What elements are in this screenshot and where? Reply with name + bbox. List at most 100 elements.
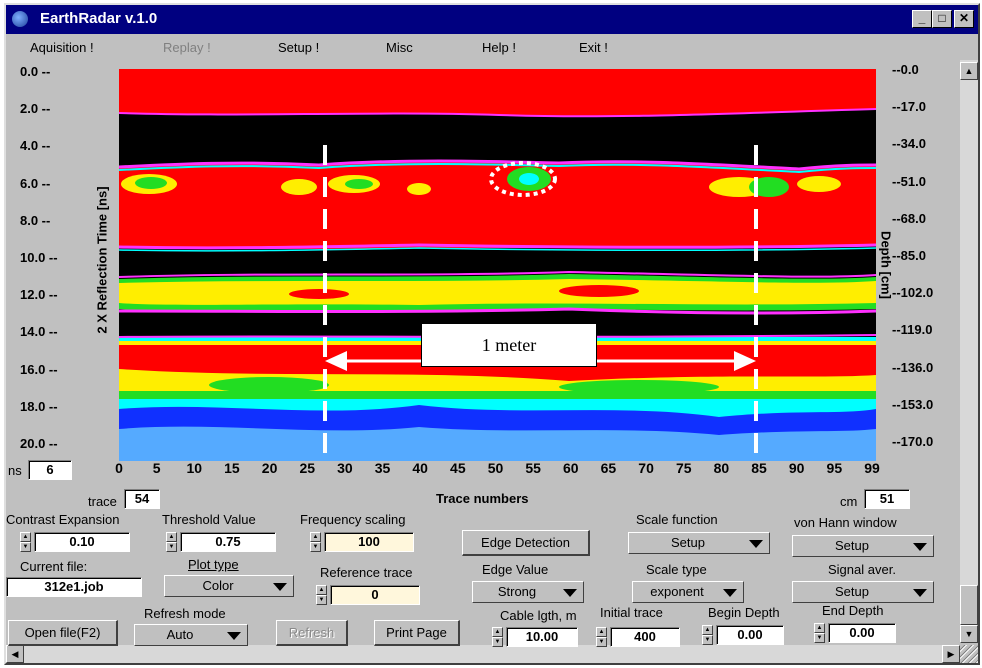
reference-trace-field[interactable]: 0 <box>330 585 420 605</box>
edge-value-select[interactable]: Strong <box>472 581 584 603</box>
scroll-up-arrow-icon[interactable]: ▲ <box>960 62 978 80</box>
signal-aver-select[interactable]: Setup <box>792 581 934 603</box>
menu-help[interactable]: Help ! <box>482 40 516 55</box>
bottom-tick-label: 85 <box>751 460 767 476</box>
menu-aquisition[interactable]: Aquisition ! <box>30 40 94 55</box>
current-file-label: Current file: <box>20 559 88 574</box>
left-tick-label: 0.0 -- <box>20 64 51 79</box>
edge-value-value: Strong <box>497 584 537 599</box>
right-tick-label: --17.0 <box>892 99 926 115</box>
menu-setup[interactable]: Setup ! <box>278 40 320 55</box>
scale-function-select[interactable]: Setup <box>628 532 770 554</box>
bottom-tick-label: 45 <box>450 460 466 476</box>
current-file-field[interactable]: 312e1.job <box>6 577 142 597</box>
refresh-button[interactable]: Refresh <box>276 620 348 646</box>
scroll-right-arrow-icon[interactable]: ▶ <box>942 645 960 663</box>
right-tick-label: --153.0 <box>892 396 934 412</box>
initial-trace-label: Initial trace <box>600 605 663 620</box>
left-tick-label: 18.0 -- <box>20 398 58 414</box>
cm-label: cm <box>840 494 858 509</box>
von-hann-select[interactable]: Setup <box>792 535 934 557</box>
plot-type-value: Color <box>202 578 234 593</box>
radargram-panel: 0.0 -- 2.0 -- 4.0 -- 6.0 -- 8.0 -- 10.0 -- 12.… <box>6 60 962 506</box>
app-window: EarthRadar v.1.0 _ □ ✕ Aquisition ! Repl… <box>4 3 980 665</box>
right-tick-label: --34.0 <box>892 136 926 152</box>
right-axis-label: Depth [cm] <box>878 231 894 299</box>
bottom-tick-label: 99 <box>864 460 880 476</box>
scale-type-select[interactable]: exponent <box>632 581 744 603</box>
cable-spinner[interactable]: ▲ ▼ <box>492 627 503 647</box>
left-tick-label: 20.0 -- <box>20 436 58 451</box>
ns-field[interactable]: 6 <box>28 460 72 480</box>
menu-replay[interactable]: Replay ! <box>163 40 211 55</box>
initial-trace-field[interactable]: 400 <box>610 627 680 647</box>
app-globe-icon <box>12 11 28 27</box>
menu-bar: Aquisition ! Replay ! Setup ! Misc Help … <box>6 36 978 60</box>
vertical-scroll-thumb[interactable] <box>960 585 978 625</box>
vertical-scrollbar[interactable]: ▲ ▼ <box>960 60 978 643</box>
bottom-tick-label: 65 <box>600 460 617 476</box>
end-depth-spinner[interactable]: ▲ ▼ <box>814 623 825 643</box>
bottom-tick-label: 25 <box>299 460 316 476</box>
chevron-down-icon <box>913 543 927 551</box>
plot-type-select[interactable]: Color <box>164 575 294 597</box>
scroll-down-arrow-icon[interactable]: ▼ <box>960 625 978 643</box>
chevron-down-icon <box>563 589 577 597</box>
bottom-tick-label: 90 <box>788 460 805 476</box>
left-tick-label: 12.0 -- <box>20 287 58 303</box>
left-tick-label: 8.0 -- <box>20 212 51 228</box>
edge-detection-button[interactable]: Edge Detection <box>462 530 590 556</box>
right-tick-label: --102.0 <box>892 285 934 301</box>
frequency-label: Frequency scaling <box>300 512 406 527</box>
ns-label: ns <box>8 463 22 478</box>
initial-trace-spinner[interactable]: ▲ ▼ <box>596 627 607 647</box>
begin-depth-spinner[interactable]: ▲ ▼ <box>702 625 713 645</box>
chevron-down-icon <box>749 540 763 548</box>
refresh-mode-select[interactable]: Auto <box>134 624 248 646</box>
print-page-button[interactable]: Print Page <box>374 620 460 646</box>
trace-field[interactable]: 54 <box>124 489 160 509</box>
menu-exit[interactable]: Exit ! <box>579 40 608 55</box>
begin-depth-field[interactable]: 0.00 <box>716 625 784 645</box>
chevron-down-icon <box>913 589 927 597</box>
threshold-spinner[interactable]: ▲ ▼ <box>166 532 177 552</box>
title-bar[interactable]: EarthRadar v.1.0 _ □ ✕ <box>6 5 978 34</box>
window-title: EarthRadar v.1.0 <box>40 10 158 27</box>
left-tick-label: 4.0 -- <box>20 138 51 154</box>
left-tick-label: 16.0 -- <box>20 361 58 377</box>
von-hann-label: von Hann window <box>794 515 897 530</box>
bottom-tick-label: 70 <box>638 460 654 476</box>
signal-aver-value: Setup <box>835 584 869 599</box>
menu-misc[interactable]: Misc <box>386 40 413 55</box>
end-depth-field[interactable]: 0.00 <box>828 623 896 643</box>
bottom-tick-label: 95 <box>826 460 843 476</box>
cm-field[interactable]: 51 <box>864 489 910 509</box>
cable-field[interactable]: 10.00 <box>506 627 578 647</box>
bottom-tick-label: 35 <box>374 460 391 476</box>
radargram-image[interactable] <box>119 69 876 461</box>
end-depth-label: End Depth <box>822 603 884 618</box>
reference-trace-spinner[interactable]: ▲ ▼ <box>316 585 327 605</box>
resize-grip-icon[interactable] <box>960 645 978 663</box>
contrast-spinner[interactable]: ▲ ▼ <box>20 532 31 552</box>
frequency-spinner[interactable]: ▲ ▼ <box>310 532 321 552</box>
bottom-tick-label: 60 <box>563 460 579 476</box>
scale-type-label: Scale type <box>646 562 707 577</box>
left-tick-label: 10.0 -- <box>20 250 58 265</box>
contrast-label: Contrast Expansion <box>6 512 120 527</box>
contrast-field[interactable]: 0.10 <box>34 532 130 552</box>
right-tick-label: --68.0 <box>892 210 926 226</box>
cable-label: Cable lgth, m <box>500 608 577 623</box>
right-tick-label: --0.0 <box>892 62 919 77</box>
bottom-tick-label: 30 <box>337 460 353 476</box>
minimize-button[interactable]: _ <box>912 10 932 28</box>
open-file-button[interactable]: Open file(F2) <box>8 620 118 646</box>
bottom-tick-label: 80 <box>713 460 730 476</box>
threshold-field[interactable]: 0.75 <box>180 532 276 552</box>
close-button[interactable]: ✕ <box>954 10 974 28</box>
refresh-mode-label: Refresh mode <box>144 606 226 621</box>
frequency-field[interactable]: 100 <box>324 532 414 552</box>
horizontal-scrollbar[interactable]: ◀ ▶ <box>6 645 960 663</box>
scroll-left-arrow-icon[interactable]: ◀ <box>6 645 24 663</box>
maximize-button[interactable]: □ <box>932 10 952 28</box>
